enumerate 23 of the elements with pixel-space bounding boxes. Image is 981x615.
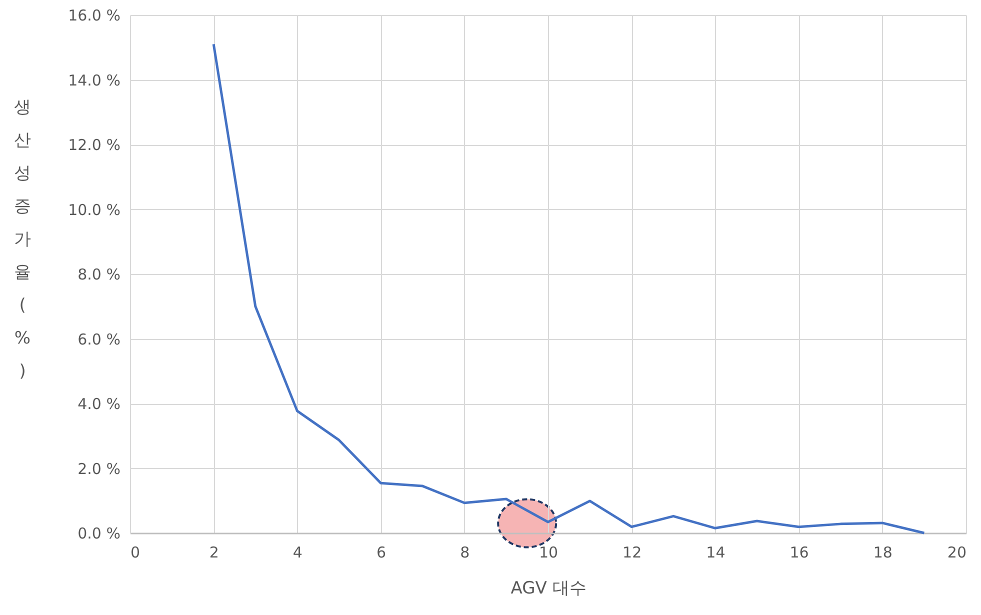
x-tick-label: 10 <box>538 544 558 562</box>
x-tick-label: 16 <box>790 544 809 562</box>
x-tick-label: 6 <box>376 544 386 562</box>
text: 생산성 증가율(%) <box>14 98 31 382</box>
y-tick-label: 2.0 % <box>78 460 120 478</box>
x-tick-label: 0 <box>130 544 140 562</box>
x-tick-label: 4 <box>292 544 302 562</box>
x-axis-title: AGV 대수 <box>510 578 586 598</box>
x-tick-label: 20 <box>947 544 966 562</box>
x-tick-label: 2 <box>209 544 219 562</box>
y-tick-label: 14.0 % <box>68 71 120 90</box>
x-tick-label: 12 <box>622 544 642 562</box>
line-series <box>212 42 926 534</box>
y-tick-label: 8.0 % <box>78 266 120 284</box>
y-tick-label: 4.0 % <box>78 395 120 413</box>
y-tick-label: 0.0 % <box>78 524 120 542</box>
y-tick-label: 16.0 % <box>68 6 120 24</box>
x-tick-label: 8 <box>460 544 470 562</box>
x-tick-label: 14 <box>706 544 726 562</box>
x-tick-label: 18 <box>873 544 892 562</box>
y-tick-label: 10.0 % <box>68 200 120 219</box>
y-tick-label: 12.0 % <box>68 136 120 154</box>
y-tick-label: 6.0 % <box>78 330 120 348</box>
